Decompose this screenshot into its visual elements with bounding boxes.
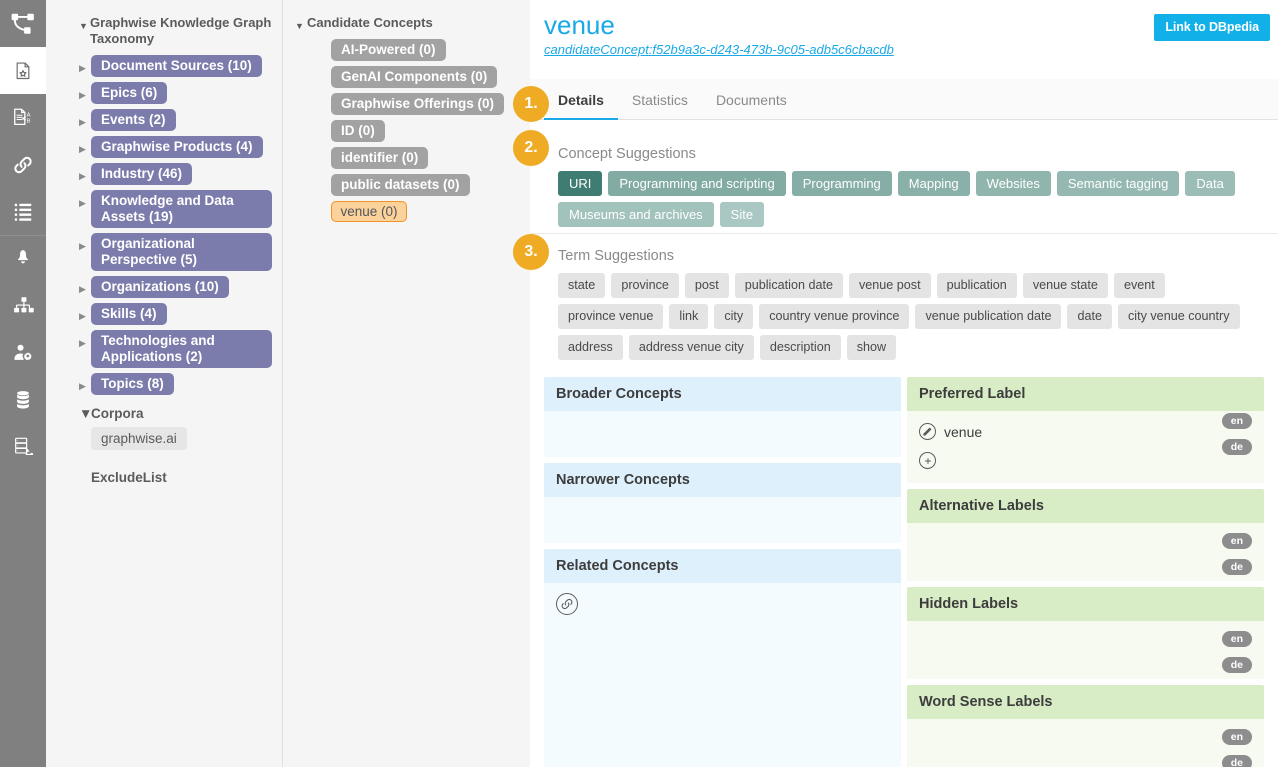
svg-text:B: B — [27, 118, 31, 124]
